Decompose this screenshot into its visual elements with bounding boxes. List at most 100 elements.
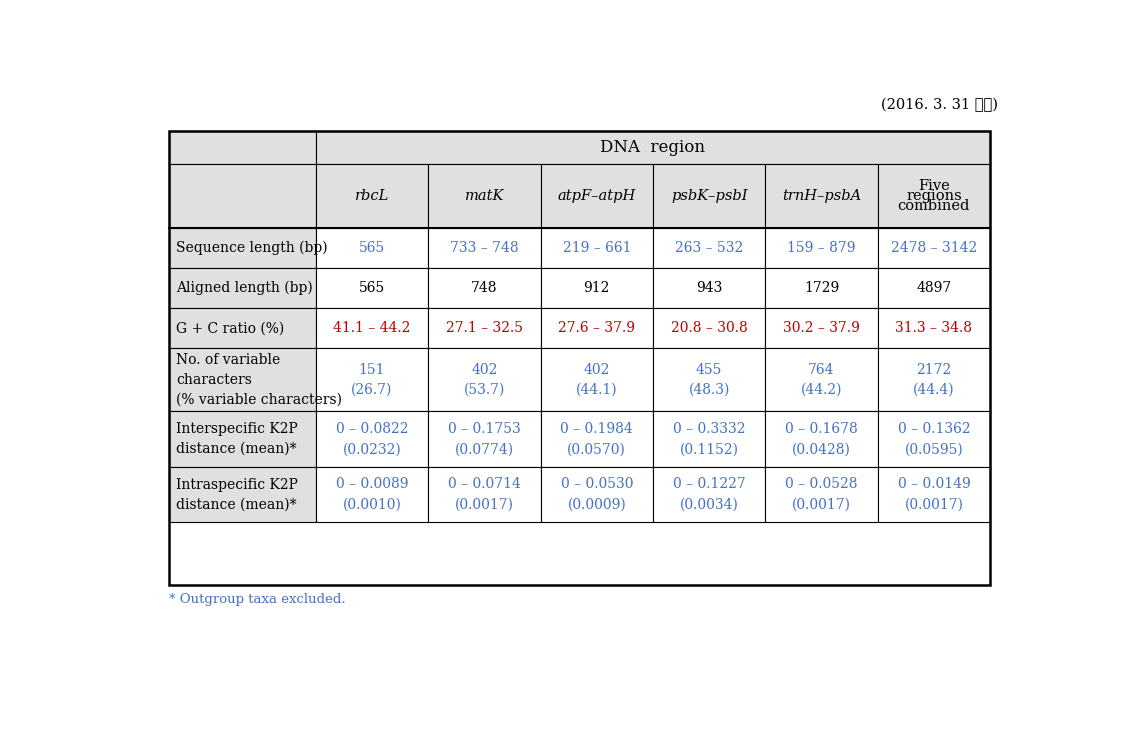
Bar bbox=[653, 467, 765, 522]
Text: 151
(26.7): 151 (26.7) bbox=[351, 363, 393, 397]
Text: Aligned length (bp): Aligned length (bp) bbox=[177, 281, 314, 295]
Bar bbox=[541, 411, 653, 467]
Bar bbox=[765, 164, 877, 228]
Text: 0 – 0.0149
(0.0017): 0 – 0.0149 (0.0017) bbox=[898, 477, 970, 512]
Bar bbox=[169, 268, 316, 309]
Bar bbox=[316, 131, 990, 164]
Bar bbox=[316, 228, 428, 268]
Text: 263 – 532: 263 – 532 bbox=[675, 241, 744, 255]
Text: No. of variable
characters
(% variable characters): No. of variable characters (% variable c… bbox=[177, 354, 342, 406]
Bar bbox=[653, 228, 765, 268]
Bar bbox=[316, 164, 428, 228]
Bar bbox=[877, 164, 990, 228]
Text: Five: Five bbox=[918, 179, 950, 193]
Text: combined: combined bbox=[898, 199, 970, 213]
Text: Interspecific K2P
distance (mean)*: Interspecific K2P distance (mean)* bbox=[177, 423, 298, 456]
Bar bbox=[428, 268, 541, 309]
Bar bbox=[169, 164, 316, 228]
Bar bbox=[653, 268, 765, 309]
Text: 565: 565 bbox=[359, 241, 385, 255]
Bar bbox=[765, 268, 877, 309]
Text: 27.1 – 32.5: 27.1 – 32.5 bbox=[446, 321, 523, 335]
Text: Intraspecific K2P
distance (mean)*: Intraspecific K2P distance (mean)* bbox=[177, 478, 298, 511]
Text: 20.8 – 30.8: 20.8 – 30.8 bbox=[671, 321, 747, 335]
Bar bbox=[765, 309, 877, 349]
Bar bbox=[541, 309, 653, 349]
Text: (2016. 3. 31 기준): (2016. 3. 31 기준) bbox=[881, 98, 998, 112]
Bar bbox=[316, 309, 428, 349]
Bar bbox=[316, 268, 428, 309]
Bar bbox=[169, 411, 316, 467]
Bar bbox=[653, 411, 765, 467]
Text: 0 – 0.0822
(0.0232): 0 – 0.0822 (0.0232) bbox=[336, 422, 409, 457]
Bar bbox=[765, 349, 877, 411]
Bar bbox=[169, 349, 316, 411]
Bar bbox=[877, 228, 990, 268]
Bar bbox=[169, 309, 316, 349]
Text: 30.2 – 37.9: 30.2 – 37.9 bbox=[783, 321, 860, 335]
Text: 0 – 0.0089
(0.0010): 0 – 0.0089 (0.0010) bbox=[336, 477, 409, 512]
Bar bbox=[169, 131, 990, 585]
Text: trnH–psbA: trnH–psbA bbox=[782, 189, 861, 204]
Bar bbox=[316, 349, 428, 411]
Bar bbox=[877, 349, 990, 411]
Text: 0 – 0.0530
(0.0009): 0 – 0.0530 (0.0009) bbox=[560, 477, 633, 512]
Text: 2172
(44.4): 2172 (44.4) bbox=[914, 363, 954, 397]
Text: DNA  region: DNA region bbox=[600, 139, 705, 156]
Text: matK: matK bbox=[465, 189, 504, 204]
Text: 455
(48.3): 455 (48.3) bbox=[688, 363, 730, 397]
Bar bbox=[428, 467, 541, 522]
Bar bbox=[541, 467, 653, 522]
Bar bbox=[541, 164, 653, 228]
Bar bbox=[541, 228, 653, 268]
Bar bbox=[428, 309, 541, 349]
Text: 2478 – 3142: 2478 – 3142 bbox=[891, 241, 977, 255]
Bar bbox=[541, 349, 653, 411]
Text: atpF–atpH: atpF–atpH bbox=[558, 189, 636, 204]
Text: 565: 565 bbox=[359, 281, 385, 295]
Bar bbox=[765, 228, 877, 268]
Bar bbox=[169, 467, 316, 522]
Text: 4897: 4897 bbox=[916, 281, 952, 295]
Text: 912: 912 bbox=[584, 281, 610, 295]
Text: 748: 748 bbox=[471, 281, 498, 295]
Text: 733 – 748: 733 – 748 bbox=[451, 241, 518, 255]
Bar bbox=[316, 467, 428, 522]
Text: Sequence length (bp): Sequence length (bp) bbox=[177, 241, 328, 255]
Text: 764
(44.2): 764 (44.2) bbox=[800, 363, 842, 397]
Text: 0 – 0.1984
(0.0570): 0 – 0.1984 (0.0570) bbox=[560, 422, 633, 457]
Bar bbox=[653, 309, 765, 349]
Bar bbox=[877, 309, 990, 349]
Text: 219 – 661: 219 – 661 bbox=[563, 241, 631, 255]
Text: 0 – 0.0714
(0.0017): 0 – 0.0714 (0.0017) bbox=[448, 477, 521, 512]
Text: 27.6 – 37.9: 27.6 – 37.9 bbox=[558, 321, 635, 335]
Bar bbox=[169, 228, 316, 268]
Bar bbox=[877, 467, 990, 522]
Text: 943: 943 bbox=[696, 281, 722, 295]
Bar bbox=[765, 467, 877, 522]
Text: 0 – 0.1678
(0.0428): 0 – 0.1678 (0.0428) bbox=[786, 422, 858, 457]
Bar bbox=[877, 268, 990, 309]
Text: 402
(44.1): 402 (44.1) bbox=[576, 363, 618, 397]
Bar bbox=[653, 349, 765, 411]
Text: * Outgroup taxa excluded.: * Outgroup taxa excluded. bbox=[169, 593, 345, 606]
Bar bbox=[877, 411, 990, 467]
Text: psbK–psbI: psbK–psbI bbox=[671, 189, 747, 204]
Text: rbcL: rbcL bbox=[354, 189, 389, 204]
Text: 159 – 879: 159 – 879 bbox=[788, 241, 856, 255]
Bar bbox=[169, 131, 316, 164]
Text: regions: regions bbox=[906, 189, 962, 204]
Text: 0 – 0.1753
(0.0774): 0 – 0.1753 (0.0774) bbox=[448, 422, 521, 457]
Text: 0 – 0.1362
(0.0595): 0 – 0.1362 (0.0595) bbox=[898, 422, 970, 457]
Text: 0 – 0.3332
(0.1152): 0 – 0.3332 (0.1152) bbox=[672, 422, 746, 457]
Bar bbox=[428, 349, 541, 411]
Text: 41.1 – 44.2: 41.1 – 44.2 bbox=[334, 321, 411, 335]
Bar bbox=[428, 228, 541, 268]
Text: 1729: 1729 bbox=[804, 281, 839, 295]
Text: 402
(53.7): 402 (53.7) bbox=[464, 363, 505, 397]
Bar bbox=[316, 411, 428, 467]
Bar bbox=[653, 164, 765, 228]
Bar bbox=[428, 164, 541, 228]
Text: 0 – 0.1227
(0.0034): 0 – 0.1227 (0.0034) bbox=[672, 477, 746, 512]
Bar bbox=[765, 411, 877, 467]
